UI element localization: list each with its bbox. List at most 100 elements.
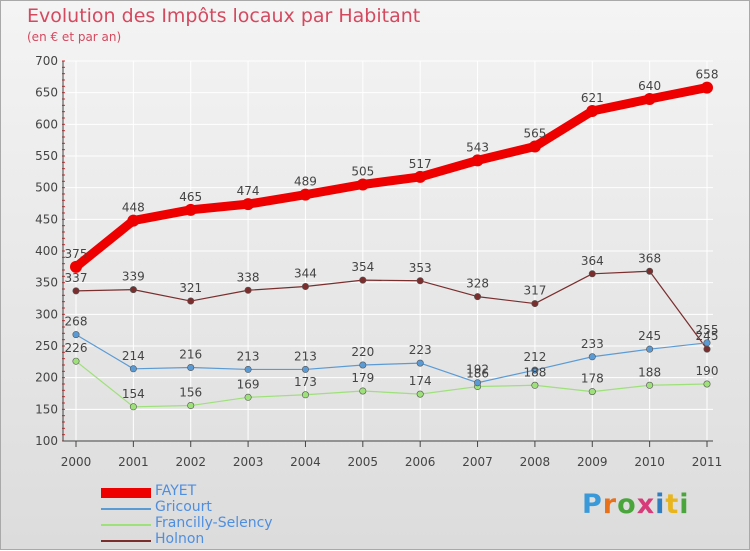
legend-label: Gricourt bbox=[155, 499, 212, 515]
data-point bbox=[242, 198, 255, 211]
data-point bbox=[416, 390, 424, 398]
data-label: 505 bbox=[351, 165, 374, 179]
data-point bbox=[416, 359, 424, 367]
data-point bbox=[129, 365, 137, 373]
data-label: 448 bbox=[122, 201, 145, 215]
data-point bbox=[184, 203, 197, 216]
x-tick-label: 2002 bbox=[175, 455, 206, 469]
data-point bbox=[586, 105, 599, 118]
y-axis-ticks: 100 150 200 250 300 350 400 450 500 550 600 650 700 bbox=[35, 54, 58, 448]
data-point bbox=[646, 381, 654, 389]
legend-swatch bbox=[101, 488, 151, 498]
data-label: 658 bbox=[696, 68, 719, 82]
x-tick-label: 2003 bbox=[233, 455, 264, 469]
data-label: 186 bbox=[466, 367, 489, 381]
data-point bbox=[471, 154, 484, 167]
y-tick-label: 250 bbox=[35, 339, 58, 353]
data-point bbox=[703, 339, 711, 347]
data-point bbox=[129, 286, 137, 294]
data-point bbox=[72, 357, 80, 365]
data-label: 212 bbox=[523, 350, 546, 364]
data-point bbox=[359, 387, 367, 395]
data-label: 621 bbox=[581, 91, 604, 105]
data-label: 321 bbox=[179, 281, 202, 295]
data-label: 216 bbox=[179, 348, 202, 362]
data-label: 353 bbox=[409, 261, 432, 275]
data-point bbox=[474, 293, 482, 301]
data-point bbox=[356, 178, 369, 191]
data-label: 190 bbox=[696, 364, 719, 378]
data-label: 565 bbox=[523, 127, 546, 141]
y-tick-label: 500 bbox=[35, 181, 58, 195]
data-point bbox=[474, 379, 482, 387]
logo-letter: r bbox=[602, 489, 618, 520]
data-point bbox=[588, 353, 596, 361]
y-tick-label: 200 bbox=[35, 371, 58, 385]
x-tick-label: 2007 bbox=[462, 455, 493, 469]
data-label: 214 bbox=[122, 349, 145, 363]
x-tick-label: 2004 bbox=[290, 455, 321, 469]
data-point bbox=[528, 140, 541, 153]
data-label: 474 bbox=[237, 184, 260, 198]
y-tick-label: 650 bbox=[35, 86, 58, 100]
y-tick-label: 550 bbox=[35, 149, 58, 163]
x-axis-ticks: 2000 2001 2002 2003 2004 2005 2006 2007 2008 2009… bbox=[61, 455, 723, 469]
x-tick-label: 2011 bbox=[692, 455, 723, 469]
x-tick-label: 2006 bbox=[405, 455, 436, 469]
x-tick-label: 2009 bbox=[577, 455, 608, 469]
logo-letter: i bbox=[655, 489, 666, 520]
data-label: 543 bbox=[466, 140, 489, 154]
logo-letter: t bbox=[665, 489, 680, 520]
chart-subtitle: (en € et par an) bbox=[27, 30, 122, 44]
logo-letter: P bbox=[582, 489, 603, 520]
legend-label: Francilly-Selency bbox=[155, 515, 273, 531]
data-point bbox=[187, 402, 195, 410]
data-point bbox=[244, 393, 252, 401]
data-label: 169 bbox=[237, 377, 260, 391]
data-label: 255 bbox=[696, 323, 719, 337]
data-label: 154 bbox=[122, 387, 145, 401]
data-label: 354 bbox=[351, 260, 374, 274]
data-point bbox=[588, 270, 596, 278]
data-label: 328 bbox=[466, 277, 489, 291]
data-label: 364 bbox=[581, 254, 604, 268]
y-tick-label: 400 bbox=[35, 244, 58, 258]
data-point bbox=[70, 260, 82, 273]
data-label: 226 bbox=[65, 341, 88, 355]
data-point bbox=[72, 331, 80, 339]
data-point bbox=[416, 277, 424, 285]
x-tick-label: 2005 bbox=[348, 455, 379, 469]
y-tick-label: 150 bbox=[35, 402, 58, 416]
legend-swatch bbox=[101, 540, 151, 542]
logo-letter: o bbox=[617, 489, 637, 520]
data-point bbox=[299, 188, 312, 201]
data-label: 465 bbox=[179, 190, 202, 204]
data-point bbox=[414, 170, 427, 183]
data-label: 338 bbox=[237, 270, 260, 284]
data-point bbox=[643, 93, 656, 105]
data-label: 173 bbox=[294, 375, 317, 389]
y-tick-label: 700 bbox=[35, 54, 58, 68]
data-label: 220 bbox=[351, 345, 374, 359]
y-tick-label: 300 bbox=[35, 307, 58, 321]
data-label: 375 bbox=[65, 247, 88, 261]
data-point bbox=[244, 365, 252, 373]
data-label: 156 bbox=[179, 386, 202, 400]
y-tick-label: 600 bbox=[35, 117, 58, 131]
data-point bbox=[244, 286, 252, 294]
x-tick-label: 2001 bbox=[118, 455, 149, 469]
data-point bbox=[187, 297, 195, 305]
data-point bbox=[531, 366, 539, 374]
data-point bbox=[301, 282, 309, 290]
data-label: 213 bbox=[237, 349, 260, 363]
data-point bbox=[531, 300, 539, 308]
data-label: 489 bbox=[294, 175, 317, 189]
data-label: 213 bbox=[294, 349, 317, 363]
data-point bbox=[187, 364, 195, 372]
y-tick-label: 450 bbox=[35, 212, 58, 226]
data-label: 192 bbox=[466, 363, 489, 377]
data-label: 368 bbox=[638, 251, 661, 265]
legend-label: Holnon bbox=[155, 531, 205, 547]
data-label: 188 bbox=[523, 365, 546, 379]
